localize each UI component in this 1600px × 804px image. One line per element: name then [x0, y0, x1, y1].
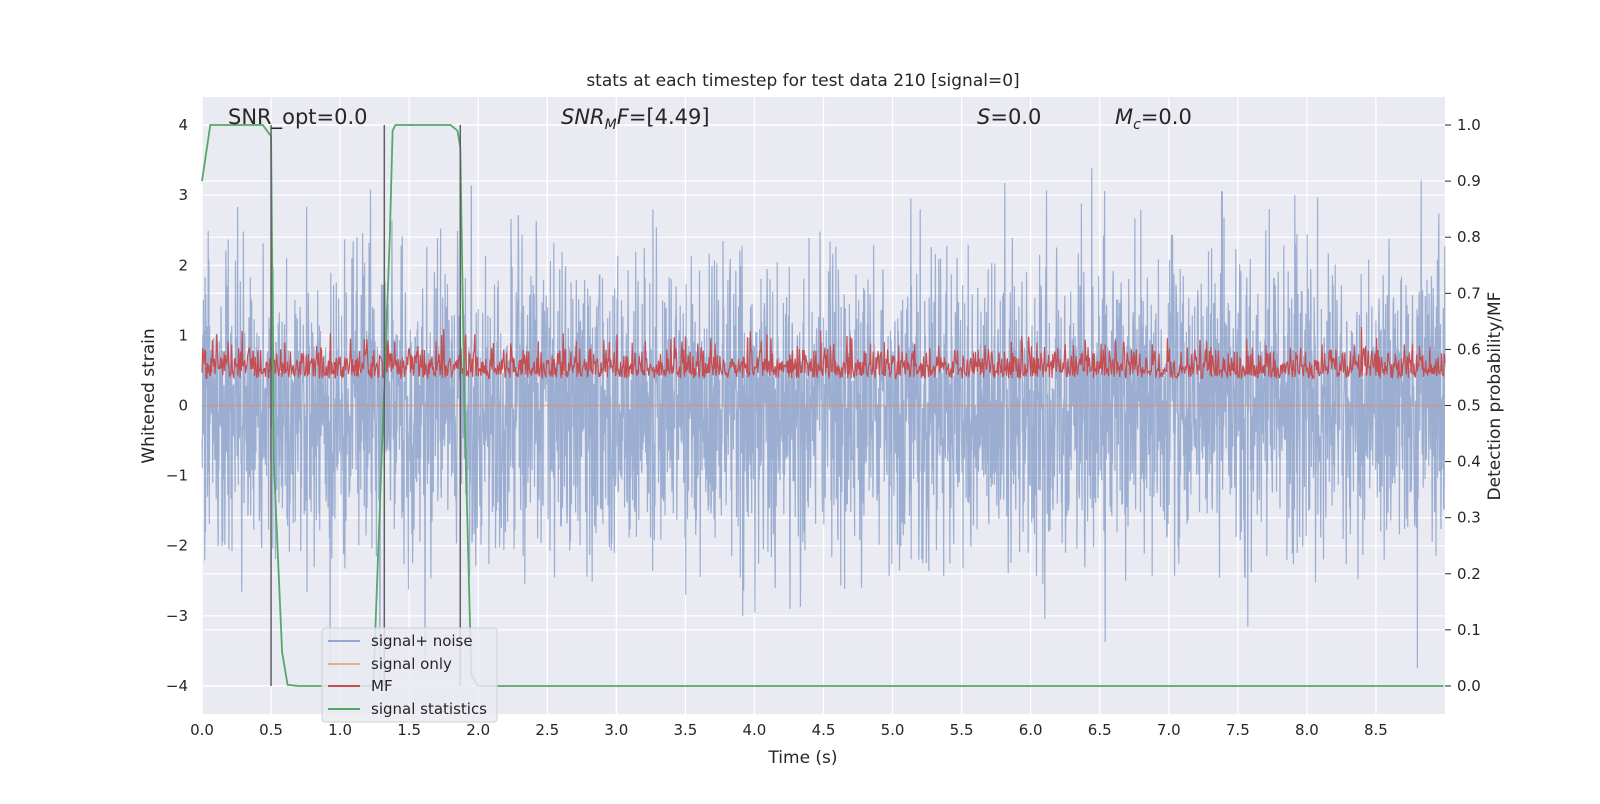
y2-tick-label: 0.8 [1457, 228, 1481, 246]
y2-tick-label: 0.9 [1457, 172, 1481, 190]
y2-tick-label: 0.6 [1457, 340, 1481, 358]
x-tick-label: 0.5 [259, 721, 283, 739]
s-value: =0.0 [990, 105, 1041, 129]
y2-tick-label: 1.0 [1457, 116, 1481, 134]
x-tick-label: 4.0 [743, 721, 767, 739]
x-tick-label: 0.0 [190, 721, 214, 739]
axis-ticks: 0.0 0.5 1.0 1.5 2.0 2.5 3.0 3.5 4.0 4.5 5.0 5.5 6.0 6… [166, 116, 1481, 739]
annotation-snr-opt: SNR_opt=0.0 [228, 105, 368, 130]
x-tick-label: 5.0 [881, 721, 905, 739]
line-mf [201, 326, 1446, 381]
y2-tick-label: 0.3 [1457, 509, 1481, 527]
annotation-mc: Mc=0.0 [1115, 105, 1192, 133]
series-signal-noise [201, 167, 1446, 687]
x-tick-label: 2.0 [466, 721, 490, 739]
x-axis-label: Time (s) [767, 748, 837, 768]
snr-mf-rest: F [617, 105, 630, 129]
y-tick-label: 0 [178, 397, 188, 415]
x-tick-label: 8.5 [1364, 721, 1388, 739]
y-tick-label: −3 [166, 607, 188, 625]
annotation-s: S=0.0 [977, 105, 1041, 129]
x-tick-label: 5.5 [950, 721, 974, 739]
y2-axis-label: Detection probability/MF [1485, 292, 1505, 501]
y-tick-label: 3 [178, 186, 188, 204]
s-symbol: S [977, 105, 990, 129]
x-tick-label: 7.5 [1226, 721, 1250, 739]
x-tick-label: 8.0 [1295, 721, 1319, 739]
legend-label-signal-only: signal only [371, 655, 452, 673]
line-signal-noise [201, 167, 1446, 687]
mc-value: =0.0 [1141, 105, 1192, 129]
x-tick-label: 2.5 [535, 721, 559, 739]
line-signal-statistics [201, 124, 1444, 687]
y-tick-label: −2 [166, 537, 188, 555]
y2-tick-label: 0.5 [1457, 397, 1481, 415]
chart-title: stats at each timestep for test data 210… [586, 71, 1019, 91]
x-tick-label: 3.0 [604, 721, 628, 739]
legend-label-mf: MF [371, 677, 393, 695]
legend-label-signal-statistics: signal statistics [371, 700, 487, 718]
x-tick-label: 7.0 [1157, 721, 1181, 739]
legend-box [321, 627, 498, 723]
series-signal-statistics [201, 124, 1444, 687]
y2-tick-label: 0.7 [1457, 284, 1481, 302]
y-tick-label: −4 [166, 677, 188, 695]
legend-label-signal-noise: signal+ noise [371, 632, 473, 650]
y-tick-label: −1 [166, 467, 188, 485]
snr-mf-symbol: SNR [561, 105, 605, 129]
snr-mf-subscript: M [605, 117, 617, 133]
vertical-lines [270, 125, 462, 686]
snr-mf-value: =[4.49] [629, 105, 710, 129]
y-tick-label: 1 [178, 326, 188, 344]
y2-tick-label: 0.0 [1457, 677, 1481, 695]
x-tick-label: 1.5 [397, 721, 421, 739]
mc-symbol: M [1115, 105, 1133, 129]
x-tick-label: 6.5 [1088, 721, 1112, 739]
y-tick-label: 4 [178, 116, 188, 134]
y-tick-label: 2 [178, 256, 188, 274]
series-mf [201, 326, 1446, 381]
mc-subscript: c [1133, 117, 1141, 133]
x-tick-label: 1.0 [328, 721, 352, 739]
x-tick-label: 3.5 [673, 721, 697, 739]
x-tick-label: 4.5 [812, 721, 836, 739]
legend: signal+ noise signal only MF signal stat… [321, 627, 498, 723]
x-tick-label: 6.0 [1019, 721, 1043, 739]
y2-tick-label: 0.1 [1457, 621, 1481, 639]
y-axis-label: Whitened strain [139, 328, 159, 463]
annotation-snr-mf: SNRMF=[4.49] [561, 105, 710, 133]
y2-tick-label: 0.2 [1457, 565, 1481, 583]
y2-tick-label: 0.4 [1457, 453, 1481, 471]
